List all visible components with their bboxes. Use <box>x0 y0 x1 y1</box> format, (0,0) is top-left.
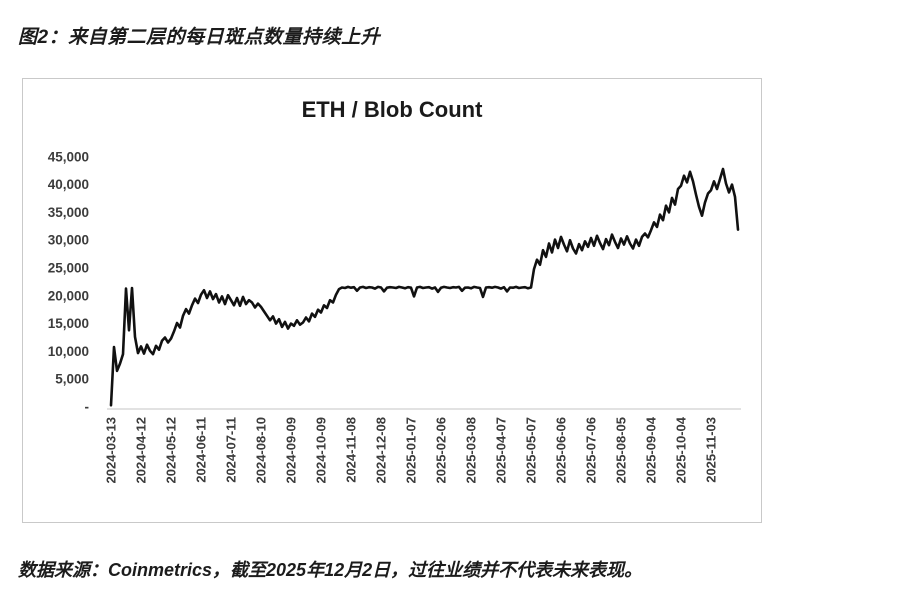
x-axis-tick-label: 2025-07-06 <box>584 417 599 484</box>
y-axis-tick-label: 5,000 <box>55 372 89 387</box>
x-axis-tick-label: 2024-08-10 <box>254 417 269 484</box>
x-axis-tick-label: 2025-10-04 <box>674 416 689 483</box>
y-axis-tick-label: - <box>85 400 90 415</box>
y-axis-tick-label: 35,000 <box>48 205 89 220</box>
y-axis-tick-label: 10,000 <box>48 344 89 359</box>
x-axis-tick-label: 2025-04-07 <box>494 417 509 484</box>
figure-title: 图2：来自第二层的每日斑点数量持续上升 <box>18 27 381 48</box>
y-axis-tick-label: 15,000 <box>48 316 89 331</box>
y-axis-tick-label: 30,000 <box>48 233 89 248</box>
chart-card: ETH / Blob Count 45,000 40,000 35,000 30,00… <box>22 78 762 523</box>
y-axis-tick-label: 25,000 <box>48 261 89 276</box>
x-axis-tick-label: 2024-03-13 <box>104 417 119 484</box>
x-axis-tick-label: 2024-10-09 <box>314 417 329 484</box>
x-axis-tick-label: 2024-07-11 <box>224 417 239 483</box>
y-axis-tick-label: 45,000 <box>48 149 89 164</box>
x-axis-tick-label: 2025-01-07 <box>404 417 419 484</box>
x-axis-tick-label: 2025-08-05 <box>614 417 629 484</box>
line-series-path <box>109 167 740 407</box>
x-axis-tick-label: 2025-06-06 <box>554 417 569 484</box>
chart-title: ETH / Blob Count <box>301 97 483 122</box>
x-axis-tick-label: 2025-02-06 <box>434 417 449 484</box>
x-axis-tick-label: 2024-11-08 <box>344 417 359 483</box>
y-axis-tick-label: 20,000 <box>48 288 89 303</box>
x-axis-tick-label: 2024-04-12 <box>134 417 149 484</box>
x-axis-tick-label: 2025-11-03 <box>704 417 719 483</box>
x-axis-tick-label: 2025-03-08 <box>464 417 479 484</box>
x-axis-tick-label: 2024-05-12 <box>164 417 179 484</box>
x-axis-tick-label: 2024-09-09 <box>284 417 299 484</box>
blob-count-line-chart: 45,000 40,000 35,000 30,000 25,000 20,000 15,0… <box>48 149 741 484</box>
x-axis-tick-label: 2024-12-08 <box>374 417 389 484</box>
x-axis-tick-label: 2024-06-11 <box>194 417 209 483</box>
x-axis-tick-label: 2025-09-04 <box>644 416 659 483</box>
x-axis-tick-label: 2025-05-07 <box>524 417 539 484</box>
source-note: 数据来源：Coinmetrics，截至2025年12月2日，过往业绩并不代表未来… <box>18 560 643 580</box>
y-axis-tick-label: 40,000 <box>48 177 89 192</box>
